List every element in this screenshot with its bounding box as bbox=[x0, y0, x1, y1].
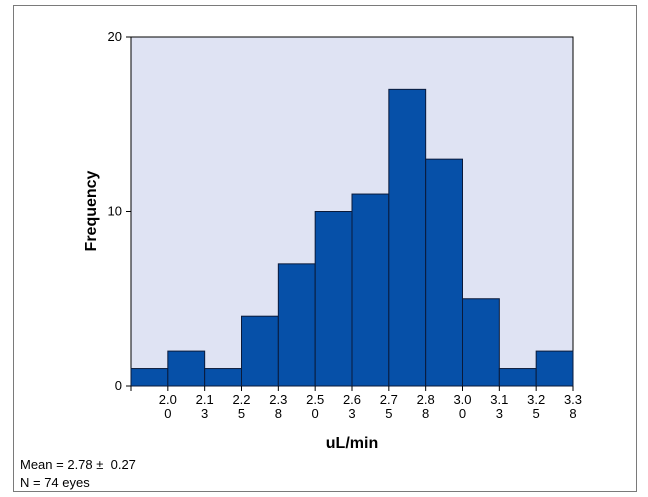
histogram-bar bbox=[351, 193, 390, 387]
x-axis: 2.0 0 2.1 3 2.2 5 2.3 8 2.5 0 2.6 3 2.7 5 2.8 8 3.0 0 3.1 3… bbox=[130, 386, 582, 421]
histogram-bar bbox=[241, 315, 279, 387]
x-tick-label: 3.2 5 bbox=[527, 392, 545, 421]
x-tick-label: 2.6 3 bbox=[343, 392, 361, 421]
stats-mean: Mean = 2.78 ± 0.27 bbox=[20, 457, 136, 472]
y-tick-label: 0 bbox=[115, 378, 122, 393]
x-tick-label: 2.2 5 bbox=[232, 392, 250, 421]
x-tick-label: 3.1 3 bbox=[490, 392, 508, 421]
x-tick-label: 3.3 8 bbox=[564, 392, 582, 421]
x-tick-label: 2.7 5 bbox=[380, 392, 398, 421]
y-axis-label: Frequency bbox=[83, 170, 100, 251]
y-tick-label: 20 bbox=[108, 29, 122, 44]
x-tick-label: 2.1 3 bbox=[196, 392, 214, 421]
x-axis-label: uL/min bbox=[326, 435, 378, 452]
x-tick-label: 2.5 0 bbox=[306, 392, 324, 421]
bars-group bbox=[130, 88, 574, 387]
histogram-bar bbox=[204, 368, 243, 387]
histogram-bar bbox=[314, 211, 353, 387]
y-tick-label: 10 bbox=[108, 204, 122, 219]
histogram-bar bbox=[130, 368, 169, 387]
histogram-bar bbox=[388, 88, 427, 387]
histogram-bar bbox=[277, 263, 316, 387]
x-tick-label: 2.8 8 bbox=[417, 392, 435, 421]
histogram-bar bbox=[498, 368, 537, 387]
y-axis: 0 10 20 bbox=[108, 29, 131, 393]
x-tick-label: 3.0 0 bbox=[453, 392, 471, 421]
histogram-bar bbox=[462, 298, 500, 387]
histogram-bar bbox=[167, 350, 206, 387]
histogram-bar bbox=[425, 158, 463, 387]
x-tick-label: 2.0 0 bbox=[159, 392, 177, 421]
stats-n: N = 74 eyes bbox=[20, 475, 90, 490]
x-tick-label: 2.3 8 bbox=[269, 392, 287, 421]
histogram-bar bbox=[535, 350, 574, 387]
